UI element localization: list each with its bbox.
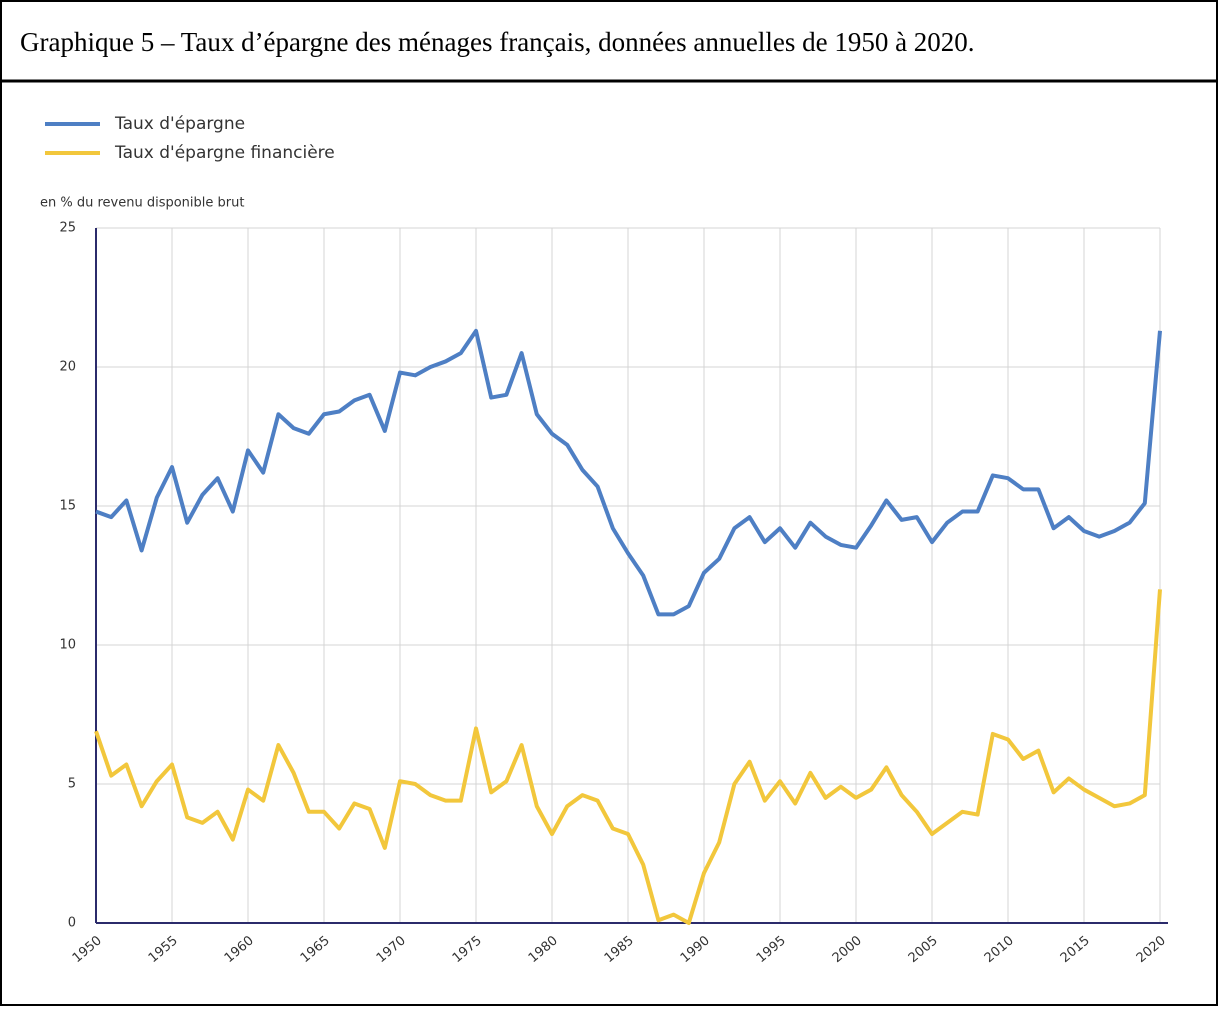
y-tick-label: 5: [68, 777, 76, 792]
y-tick-label: 25: [59, 221, 76, 236]
x-tick-label: 2000: [830, 933, 865, 966]
y-tick-label: 10: [59, 638, 76, 653]
legend-label: Taux d'épargne financière: [114, 143, 335, 163]
x-tick-label: 2015: [1058, 933, 1093, 966]
x-tick-label: 1950: [70, 933, 105, 966]
x-tick-label: 1970: [374, 933, 409, 966]
y-tick-label: 15: [59, 499, 76, 514]
x-tick-label: 1960: [222, 933, 257, 966]
x-tick-label: 1975: [450, 933, 485, 966]
legend-label: Taux d'épargne: [114, 114, 245, 134]
x-tick-label: 1995: [754, 933, 789, 966]
x-tick-label: 1985: [602, 933, 637, 966]
series-line: [95, 328, 1162, 617]
y-axis-label: en % du revenu disponible brut: [40, 196, 244, 211]
x-tick-label: 1990: [678, 933, 713, 966]
x-tick-label: 1955: [146, 933, 181, 966]
y-tick-label: 0: [68, 916, 76, 931]
x-tick-label: 1980: [526, 933, 561, 966]
x-tick-label: 1965: [298, 933, 333, 966]
y-tick-label: 20: [59, 360, 76, 375]
chart-title: Graphique 5 – Taux d’épargne des ménages…: [20, 27, 975, 57]
series-line: [94, 589, 1162, 925]
x-tick-label: 2020: [1134, 933, 1169, 966]
x-tick-label: 2005: [906, 933, 941, 966]
x-tick-label: 2010: [982, 933, 1017, 966]
